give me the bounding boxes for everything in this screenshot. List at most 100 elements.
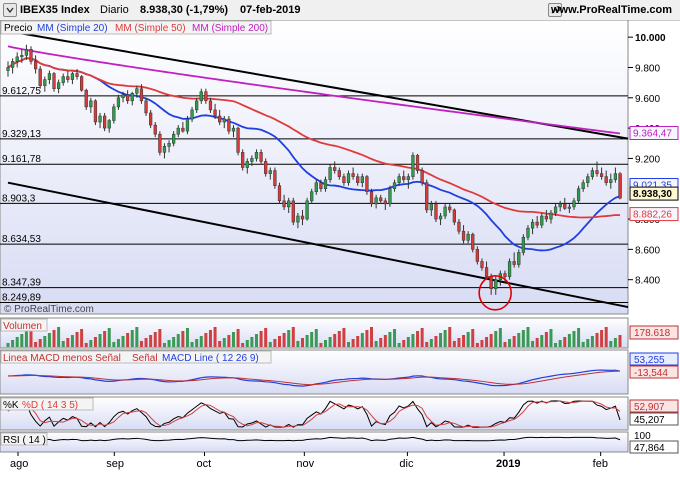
volume-bar [89, 340, 93, 347]
candle-body [176, 127, 180, 135]
stoch-tag-k: 45,207 [634, 415, 665, 426]
candle-body [287, 200, 291, 208]
volume-bar [554, 343, 558, 347]
candle-body [613, 173, 618, 180]
candle [80, 75, 84, 92]
volume-bar [406, 337, 410, 347]
candle-body [56, 82, 61, 89]
volume-bar [204, 333, 208, 347]
chart-area[interactable]: 9.612,75 9.329,13 9.161,78 8.903,3 8.634,53 8… [0, 20, 680, 480]
volume-bar [172, 337, 176, 347]
candle-body [356, 176, 360, 183]
candle [342, 173, 346, 186]
rsi-panel[interactable] [0, 431, 629, 453]
candle-body [208, 100, 213, 111]
candle [314, 179, 318, 195]
collapse-button[interactable] [3, 3, 17, 17]
candle [29, 46, 33, 65]
candle-body [144, 100, 148, 114]
candle [383, 197, 387, 210]
candle [213, 103, 217, 120]
candle-body [392, 182, 397, 189]
volume-bar [448, 327, 452, 347]
candle [553, 203, 558, 217]
price-panel[interactable] [0, 20, 629, 315]
volume-bar [236, 329, 240, 347]
candle-body [590, 170, 595, 177]
candle-body [6, 67, 10, 71]
candle [112, 103, 116, 124]
volume-bar [526, 327, 530, 347]
candle-body [300, 215, 305, 220]
volume-bar [388, 332, 392, 347]
candle-body [264, 161, 268, 174]
value-tag: 8.882,26 [629, 207, 679, 222]
volume-bar [457, 338, 461, 347]
volume-bar [305, 335, 309, 347]
candle [586, 173, 590, 188]
candle [277, 182, 282, 204]
candle-body [544, 215, 548, 220]
volume-bar [549, 329, 553, 347]
candle [590, 167, 595, 180]
volume-bar [475, 343, 479, 347]
candle-body [466, 233, 470, 241]
candle [443, 203, 447, 220]
volume-bar [185, 328, 189, 347]
candle [521, 234, 525, 256]
candle-body [397, 176, 401, 183]
candle-body [43, 79, 47, 86]
value-tag-box [629, 207, 679, 222]
candle-body [103, 115, 107, 129]
candle [397, 173, 401, 186]
candles [6, 44, 622, 311]
volume-bar [277, 336, 281, 347]
value-tag-label: 8.882,26 [633, 210, 672, 221]
candle [369, 188, 374, 207]
value-tag-label: 9.021,35 [633, 181, 672, 192]
candle [503, 270, 507, 283]
level-label: 8.634,53 [2, 234, 41, 245]
ma200-line [7, 45, 621, 135]
candle-body [236, 127, 240, 153]
volume-bar [383, 335, 387, 347]
candle-body [503, 273, 507, 277]
volume-bar [218, 341, 222, 347]
volume-bar [393, 329, 397, 347]
volume-bar [162, 343, 166, 347]
volume-bar [300, 338, 304, 347]
candle [103, 112, 107, 132]
candle-body [33, 61, 38, 70]
candle [20, 49, 24, 63]
candle-body [167, 143, 171, 147]
volume-bar [595, 333, 599, 347]
candle-body [328, 167, 332, 180]
volume-bar [176, 334, 180, 347]
candle-body [29, 49, 33, 62]
candle [411, 152, 415, 180]
candle-body [185, 118, 190, 132]
candle-body [489, 276, 493, 290]
legend-ma200: MM (Simple 200) [192, 23, 268, 34]
candle-body [494, 279, 498, 290]
volume-bar [43, 336, 47, 347]
site-name: www.ProRealTime.com [550, 4, 672, 16]
candle-body [563, 203, 567, 209]
candle [402, 170, 406, 183]
volume-legend: Volumen [3, 321, 42, 332]
volume-bar [291, 327, 295, 347]
candle-body [567, 206, 572, 209]
candle-body [121, 94, 125, 99]
candle [512, 252, 516, 268]
settings-button[interactable] [548, 3, 562, 17]
stoch-k-line [7, 400, 621, 428]
volume-bar [374, 341, 378, 347]
candle-body [241, 152, 245, 168]
candle-body [342, 176, 346, 183]
candle [438, 212, 443, 226]
rsi-legend: RSI ( 14 ) [3, 435, 46, 446]
candle-body [222, 118, 226, 123]
volume-bar [107, 328, 111, 347]
candle [259, 149, 263, 165]
